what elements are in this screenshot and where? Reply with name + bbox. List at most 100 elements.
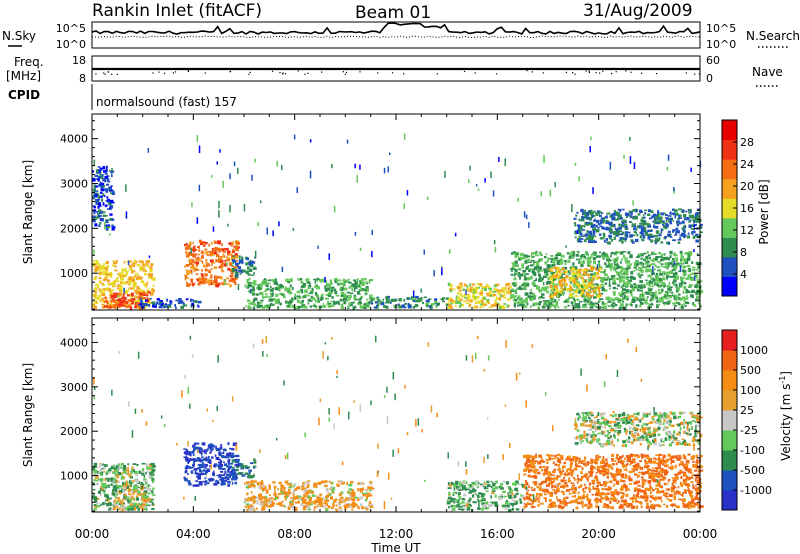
heatmap-cell [533, 284, 537, 287]
heatmap-cell [108, 497, 112, 500]
heatmap-cell [206, 468, 210, 471]
heatmap-cell [152, 302, 155, 305]
heatmap-cell [185, 269, 189, 273]
heatmap-cell [511, 269, 513, 272]
heatmap-cell [186, 254, 190, 258]
heatmap-cell [673, 282, 676, 285]
heatmap-cell [291, 297, 293, 301]
heatmap-cell [629, 256, 633, 259]
heatmap-cell [578, 290, 582, 294]
heatmap-cell [658, 286, 661, 289]
heatmap-cell [584, 214, 588, 218]
heatmap-cell [681, 276, 685, 279]
heatmap-cell [338, 302, 341, 306]
heatmap-cell [649, 284, 651, 288]
heatmap-cell [120, 463, 125, 466]
heatmap-cell [104, 277, 108, 280]
heatmap-cell [105, 267, 108, 271]
heatmap-cell [317, 245, 319, 249]
heatmap-cell [585, 285, 589, 287]
heatmap-cell [264, 496, 268, 499]
heatmap-cell [692, 214, 694, 219]
heatmap-cell [667, 264, 670, 268]
heatmap-cell [102, 482, 107, 486]
heatmap-cell [190, 278, 194, 281]
heatmap-cell [296, 291, 301, 294]
heatmap-cell [203, 244, 206, 247]
heatmap-cell [110, 171, 113, 174]
nave-point [526, 70, 528, 72]
heatmap-cell [125, 469, 129, 471]
heatmap-cell [641, 286, 645, 289]
heatmap-cell [107, 283, 110, 286]
heatmap-cell [495, 480, 498, 484]
heatmap-cell [151, 508, 155, 510]
heatmap-cell [564, 300, 568, 303]
heatmap-cell [541, 293, 545, 296]
heatmap-cell [671, 269, 676, 271]
heatmap-cell [240, 465, 245, 469]
heatmap-cell [270, 285, 272, 289]
heatmap-cell [581, 225, 584, 227]
heatmap-cell [446, 302, 450, 305]
heatmap-cell [209, 443, 213, 447]
heatmap-cell [483, 297, 487, 300]
heatmap-cell [129, 497, 134, 500]
heatmap-cell [95, 472, 98, 476]
heatmap-cell [132, 469, 135, 473]
heatmap-cell [369, 505, 374, 509]
heatmap-cell [256, 507, 258, 510]
heatmap-cell [199, 473, 204, 476]
heatmap-cell [524, 305, 528, 308]
heatmap-cell [140, 486, 143, 489]
heatmap-cell [114, 294, 118, 299]
heatmap-cell [183, 448, 187, 450]
heatmap-cell [583, 212, 586, 216]
heatmap-cell [414, 295, 419, 299]
heatmap-cell [160, 302, 164, 306]
nave-point [436, 73, 438, 75]
heatmap-cell [692, 230, 696, 233]
heatmap-cell [485, 292, 489, 295]
heatmap-cell [149, 463, 153, 467]
heatmap-cell [605, 296, 610, 301]
heatmap-cell [122, 508, 126, 511]
heatmap-cell [210, 448, 215, 450]
heatmap-cell [127, 463, 129, 466]
heatmap-cell [149, 472, 152, 475]
heatmap-cell [196, 217, 199, 224]
heatmap-cell [231, 259, 236, 262]
heatmap-cell [294, 293, 297, 297]
heatmap-cell [230, 272, 234, 275]
heatmap-cell [286, 287, 289, 291]
heatmap-cell [570, 253, 572, 257]
heatmap-cell [627, 231, 631, 234]
heatmap-cell [99, 169, 101, 172]
heatmap-cell [627, 280, 631, 282]
heatmap-cell [185, 298, 189, 301]
heatmap-cell [471, 487, 475, 490]
heatmap-cell [252, 281, 256, 285]
heatmap-cell [572, 256, 575, 259]
heatmap-cell [644, 300, 648, 304]
heatmap-cell [200, 448, 203, 451]
heatmap-cell [516, 301, 519, 304]
nave-tick-bottom: 0 [706, 72, 713, 85]
heatmap-cell [95, 194, 98, 198]
heatmap-cell [306, 281, 310, 284]
heatmap-cell [590, 136, 592, 141]
heatmap-cell [132, 286, 135, 290]
heatmap-cell [136, 299, 140, 302]
heatmap-cell [572, 280, 577, 283]
heatmap-cell [115, 489, 118, 493]
heatmap-cell [351, 503, 356, 506]
heatmap-cell [337, 480, 340, 483]
heatmap-cell [107, 484, 110, 488]
heatmap-cell [196, 457, 200, 461]
heatmap-cell [304, 294, 307, 297]
heatmap-cell [263, 296, 265, 299]
heatmap-cell [376, 303, 379, 306]
heatmap-cell [656, 304, 659, 307]
heatmap-cell [364, 277, 367, 281]
heatmap-cell [516, 288, 520, 290]
